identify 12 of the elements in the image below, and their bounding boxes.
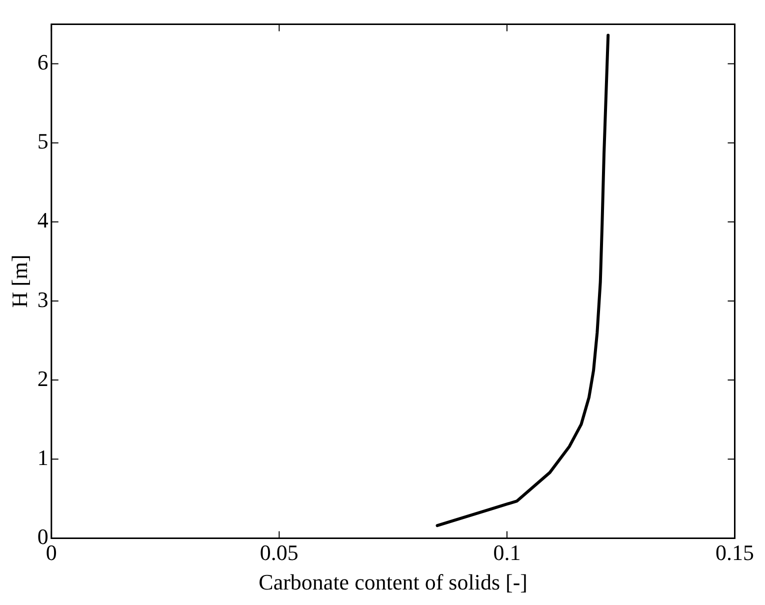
y-tick-label: 0 [37, 524, 48, 549]
y-tick-label: 2 [37, 366, 48, 391]
x-axis-title: Carbonate content of solids [-] [258, 570, 528, 595]
y-tick-label: 6 [37, 50, 48, 75]
y-tick-label: 3 [37, 286, 48, 312]
x-tick-label: 0.1 [493, 540, 521, 566]
y-tick-label: 1 [37, 444, 48, 470]
y-tick-label: 4 [37, 208, 48, 233]
x-tick-label: 0.05 [260, 540, 298, 566]
y-tick-label: 5 [37, 128, 48, 154]
x-tick-label: 0.15 [716, 540, 754, 566]
y-axis-title: H [m] [6, 254, 32, 308]
